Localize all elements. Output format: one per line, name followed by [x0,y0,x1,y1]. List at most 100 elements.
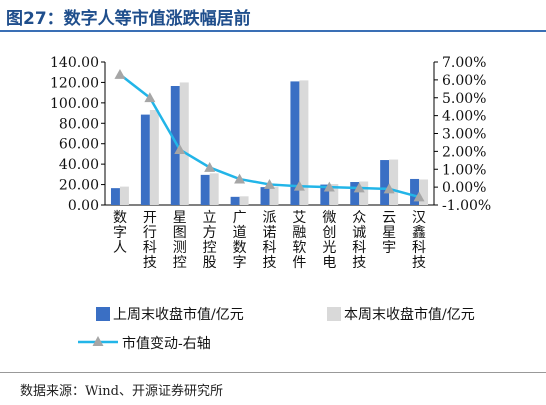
category-label-char: 鑫 [412,224,426,241]
category-label-char: 人 [113,240,127,256]
category-label-char: 星 [173,210,187,226]
chart: 0.00 20.00 40.00 60.00 80.00 100.00 120.00 140.… [50,55,491,352]
change-line [119,73,420,199]
right-tick-label: 5.00% [442,91,486,107]
bar-last-week [320,184,330,205]
change-marker [383,183,395,194]
bottom-rule [0,372,546,373]
category-label-char: 方 [203,225,217,241]
category-label-char: 字 [233,255,247,271]
right-tick-label: 4.00% [442,109,486,125]
category-label-char: 微 [322,210,336,226]
legend-swatch-last-week [96,307,110,321]
left-tick-label: 0.00 [68,198,99,214]
bar-this-week [359,181,369,205]
category-label-char: 宇 [382,240,396,256]
right-tick-label: 6.00% [442,73,486,89]
category-label-char: 技 [263,255,277,271]
bar-last-week [260,187,270,205]
right-tick-label: 1.00% [442,162,486,178]
legend-label-last-week: 上周末收盘市值/亿元 [113,306,244,323]
change-marker [204,161,216,172]
source-note: 数据来源：Wind、开源证券研究所 [20,384,223,399]
category-label-char: 技 [352,255,366,271]
change-marker [413,191,425,202]
category-label-char: 科 [143,240,157,256]
left-tick-label: 140.00 [50,55,99,71]
chart-line [114,69,425,202]
right-tick-label: -1.00% [442,198,491,214]
bar-this-week [239,196,249,205]
left-tick-label: 80.00 [59,116,99,132]
right-tick-label: 7.00% [442,55,486,71]
bar-last-week [110,188,120,205]
category-label-char: 科 [412,240,426,256]
change-marker [114,69,126,79]
bar-this-week [269,186,279,205]
category-label-char: 控 [203,240,217,256]
category-label-char: 云 [382,210,396,226]
category-label-char: 电 [322,255,336,271]
category-label-char: 艾 [292,210,306,226]
category-label-char: 数 [233,240,247,256]
chart-axes: 0.00 20.00 40.00 60.00 80.00 100.00 120.00 140.… [50,55,491,271]
category-label-char: 融 [292,225,306,241]
change-marker [293,180,305,191]
category-label-char: 道 [233,225,247,241]
category-label-char: 创 [322,225,336,241]
category-label-char: 软 [292,240,306,256]
right-tick-label: 3.00% [442,127,486,143]
change-marker [144,92,156,103]
change-marker [353,182,365,193]
category-label-char: 控 [173,255,187,271]
legend-swatch-this-week [327,307,341,321]
bar-last-week [290,81,300,205]
category-label-char: 测 [173,240,187,256]
category-label-char: 汉 [412,210,426,226]
left-tick-label: 40.00 [59,157,99,173]
left-tick-label: 60.00 [59,137,99,153]
legend-label-change: 市值变动-右轴 [122,335,211,352]
bar-last-week [170,86,180,205]
category-label-char: 技 [412,255,426,271]
bar-last-week [350,182,360,205]
category-label-char: 星 [382,225,396,241]
category-label-char: 诚 [352,225,366,241]
left-tick-label: 120.00 [50,75,99,91]
title-rule [0,30,546,32]
bar-last-week [230,196,240,205]
category-label-char: 诺 [263,225,277,241]
bar-this-week [209,173,219,205]
legend-marker-change [92,336,104,346]
left-tick-label: 20.00 [59,178,99,194]
right-tick-label: 2.00% [442,144,486,160]
category-label-char: 广 [233,210,247,226]
bar-this-week [149,110,159,205]
category-label-char: 行 [143,225,157,241]
legend-label-this-week: 本周末收盘市值/亿元 [344,306,475,323]
bar-last-week [410,178,420,205]
bar-this-week [299,80,309,205]
bar-this-week [179,82,189,205]
bar-last-week [200,174,210,205]
category-label-char: 科 [352,240,366,256]
left-tick-label: 100.00 [50,96,99,112]
bar-this-week [389,159,399,205]
category-label-char: 派 [263,210,277,226]
category-label-char: 众 [352,210,366,226]
category-label-char: 件 [292,255,306,271]
bar-last-week [380,160,390,205]
right-tick-label: 0.00% [442,180,486,196]
category-label-char: 光 [322,240,336,256]
change-marker [174,144,186,154]
change-marker [264,178,275,189]
category-label-char: 科 [263,240,277,256]
category-label-char: 图 [173,225,187,241]
bar-this-week [419,179,429,205]
bar-this-week [329,184,339,205]
category-label-char: 立 [203,210,217,226]
chart-bars [110,80,429,205]
category-label-char: 开 [143,210,157,226]
category-label-char: 股 [203,255,217,271]
